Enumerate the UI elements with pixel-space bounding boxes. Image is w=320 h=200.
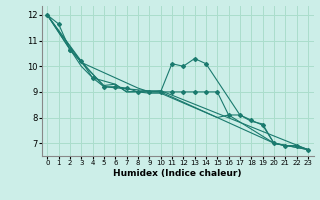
X-axis label: Humidex (Indice chaleur): Humidex (Indice chaleur): [113, 169, 242, 178]
